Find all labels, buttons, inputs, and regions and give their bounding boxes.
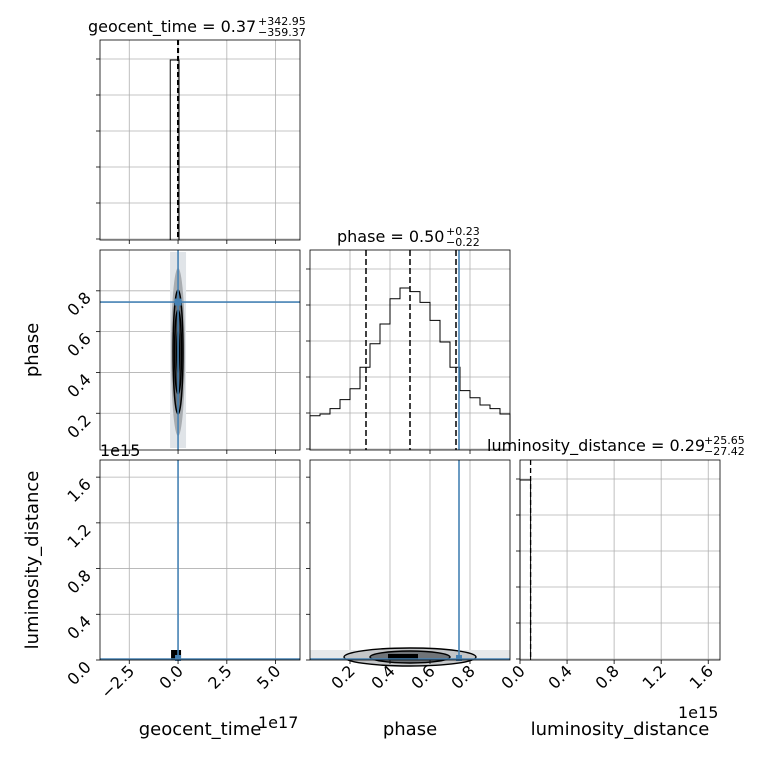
x-tick-label: 1.2 (639, 661, 670, 692)
contours (310, 460, 510, 667)
x-axis-label-luminosity-distance: luminosity_distance (531, 719, 710, 740)
ld-title-minus: −27.42 (704, 445, 745, 458)
x-tick-label: 0.8 (592, 661, 623, 692)
panel-geocent-time-hist: geocent_time = 0.37 +342.95 −359.37 (88, 15, 306, 244)
y-tick-label: 0.4 (63, 612, 94, 643)
truth-marker (174, 298, 182, 306)
x-tick-label: 0.8 (447, 661, 478, 692)
histogram (309, 250, 511, 450)
contours (100, 250, 300, 450)
offset-label-geocent-time: 1e17 (258, 713, 298, 732)
grid (519, 460, 720, 660)
y-tick-label: 0.6 (63, 329, 94, 360)
offset-label-ld-y: 1e15 (100, 441, 140, 460)
panel-phase-vs-geocent-time: 0.2 0.4 0.6 0.8 (63, 249, 301, 454)
x-tick-label: 1.6 (686, 661, 717, 692)
panel-ld-vs-geocent-time: −2.5 0.0 2.5 5.00.00.40.81.21.6 (63, 459, 301, 703)
y-tick-label: 0.2 (63, 411, 94, 442)
histogram (169, 40, 180, 240)
grid (100, 250, 300, 450)
density-core (388, 654, 418, 660)
y-tick-label: 0.4 (63, 370, 94, 401)
histogram-bar (169, 59, 180, 240)
truth-marker (175, 655, 182, 661)
ticks (96, 58, 277, 244)
axes-frame (99, 249, 301, 451)
truth-marker (456, 655, 462, 661)
grid (349, 460, 471, 660)
ld-title: luminosity_distance = 0.29 (487, 436, 705, 456)
grid (100, 460, 300, 661)
axes-frame (99, 39, 301, 241)
y-tick-label: 1.6 (63, 475, 94, 506)
x-tick-label: 0.0 (155, 661, 186, 692)
axes-frame (309, 459, 511, 661)
geocent-time-title-minus: −359.37 (258, 26, 306, 39)
x-tick-label: −2.5 (97, 661, 138, 702)
offset-label-ld-x: 1e15 (678, 703, 718, 722)
y-axis-label-luminosity-distance: luminosity_distance (22, 471, 43, 650)
y-tick-label: 0.8 (63, 288, 94, 319)
grid (100, 40, 300, 240)
x-tick-label: 0.0 (497, 661, 528, 692)
axes-frame (309, 249, 511, 451)
x-tick-label: 0.4 (544, 661, 575, 692)
axes-frame (99, 459, 301, 661)
ticks: −2.5 0.0 2.5 5.00.00.40.81.21.6 (63, 475, 284, 703)
histogram (519, 460, 532, 660)
y-tick-label: 0.0 (63, 657, 94, 688)
x-axis-label-geocent-time: geocent_time (139, 719, 262, 740)
histogram-bar (519, 479, 532, 660)
panel-ld-hist: 0.0 0.4 0.8 1.2 1.6 luminosity_distance = 0.… (487, 434, 745, 693)
geocent-time-title-plus: +342.95 (258, 15, 306, 28)
x-axis-label-phase: phase (383, 719, 437, 740)
axes-frame (519, 459, 721, 661)
x-tick-label: 5.0 (253, 661, 284, 692)
ticks: 0.2 0.4 0.6 0.8 (63, 288, 277, 454)
y-tick-label: 0.8 (63, 566, 94, 597)
ld-title-plus: +25.65 (704, 434, 745, 447)
x-tick-label: 0.2 (327, 661, 358, 692)
phase-title: phase = 0.50 (337, 227, 444, 246)
ticks (306, 268, 471, 454)
y-tick-label: 1.2 (63, 520, 94, 551)
phase-title-minus: −0.22 (446, 236, 480, 249)
phase-title-plus: +0.23 (446, 225, 480, 238)
panel-phase-hist: phase = 0.50 +0.23 −0.22 (306, 225, 511, 454)
contours (100, 460, 300, 661)
x-tick-label: 2.5 (204, 661, 235, 692)
geocent-time-title: geocent_time = 0.37 (88, 17, 256, 37)
panel-ld-vs-phase: 0.2 0.4 0.6 0.8 (306, 459, 511, 693)
y-axis-label-phase: phase (22, 323, 43, 377)
